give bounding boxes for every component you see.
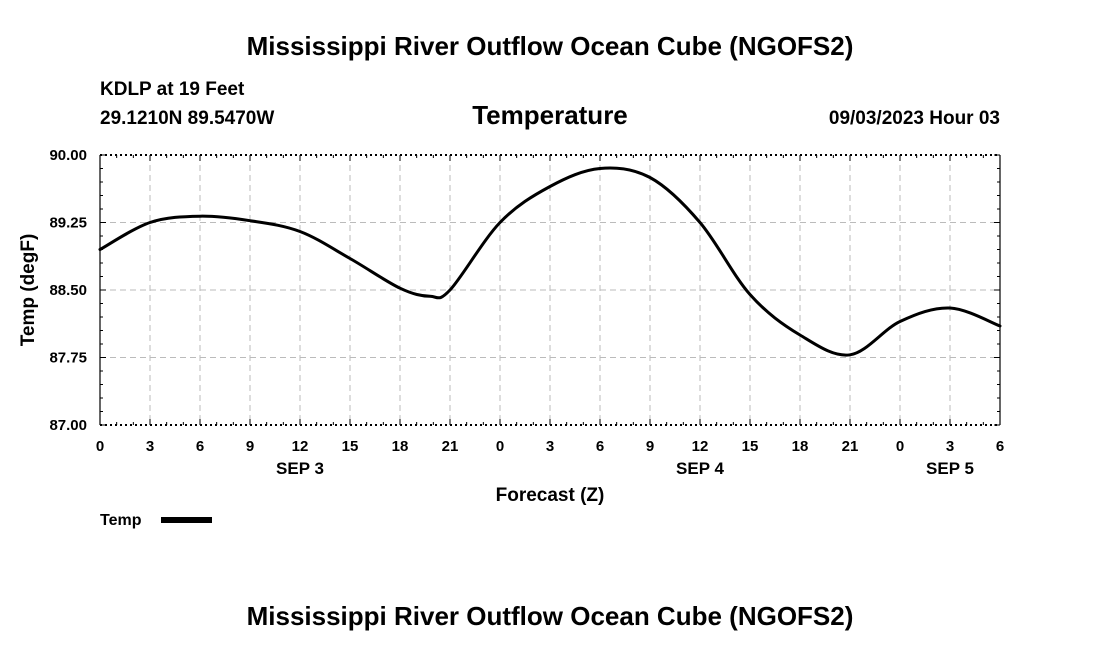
x-tick-label: 9 xyxy=(246,438,254,455)
x-tick-label: 21 xyxy=(842,438,859,455)
x-tick-label: 6 xyxy=(196,438,204,455)
x-tick-label: 21 xyxy=(442,438,459,455)
x-tick-label: 9 xyxy=(646,438,654,455)
x-tick-label: 6 xyxy=(596,438,604,455)
x-tick-label: 12 xyxy=(692,438,709,455)
chart-main-title: Mississippi River Outflow Ocean Cube (NG… xyxy=(247,31,854,61)
x-tick-label: 3 xyxy=(946,438,954,455)
y-tick-label: 88.50 xyxy=(49,282,87,299)
x-tick-label: 18 xyxy=(392,438,409,455)
x-tick-label: 6 xyxy=(996,438,1004,455)
x-tick-label: 18 xyxy=(792,438,809,455)
x-tick-label: 3 xyxy=(146,438,154,455)
y-tick-label: 87.75 xyxy=(49,350,87,367)
y-tick-label: 90.00 xyxy=(49,147,87,164)
x-tick-label: 15 xyxy=(742,438,759,455)
legend-label: Temp xyxy=(100,512,142,529)
date-label: SEP 4 xyxy=(676,459,724,478)
legend: Temp xyxy=(100,512,212,529)
station-label: KDLP at 19 Feet xyxy=(100,79,245,100)
temp-series-line xyxy=(98,166,1002,357)
legend-swatch xyxy=(161,517,212,523)
x-axis-label: Forecast (Z) xyxy=(496,485,605,506)
x-tick-label: 12 xyxy=(292,438,309,455)
x-tick-label: 0 xyxy=(496,438,504,455)
y-tick-label: 89.25 xyxy=(49,215,87,232)
x-tick-label: 3 xyxy=(546,438,554,455)
chart-title: Temperature xyxy=(472,100,628,130)
plot-area: 87.00 87.75 88.50 89.25 90.00 0 3 6 9 12 15 18 21 0 3 6… xyxy=(49,147,1004,478)
forecast-datetime: 09/03/2023 Hour 03 xyxy=(829,108,1000,129)
x-tick-label: 0 xyxy=(896,438,904,455)
footer-title: Mississippi River Outflow Ocean Cube (NG… xyxy=(247,601,854,631)
x-tick-label: 0 xyxy=(96,438,104,455)
date-label: SEP 5 xyxy=(926,459,974,478)
y-tick-label: 87.00 xyxy=(49,417,87,434)
date-label: SEP 3 xyxy=(276,459,324,478)
y-axis-label: Temp (degF) xyxy=(18,234,39,347)
x-tick-label: 15 xyxy=(342,438,359,455)
station-coordinates: 29.1210N 89.5470W xyxy=(100,108,274,129)
